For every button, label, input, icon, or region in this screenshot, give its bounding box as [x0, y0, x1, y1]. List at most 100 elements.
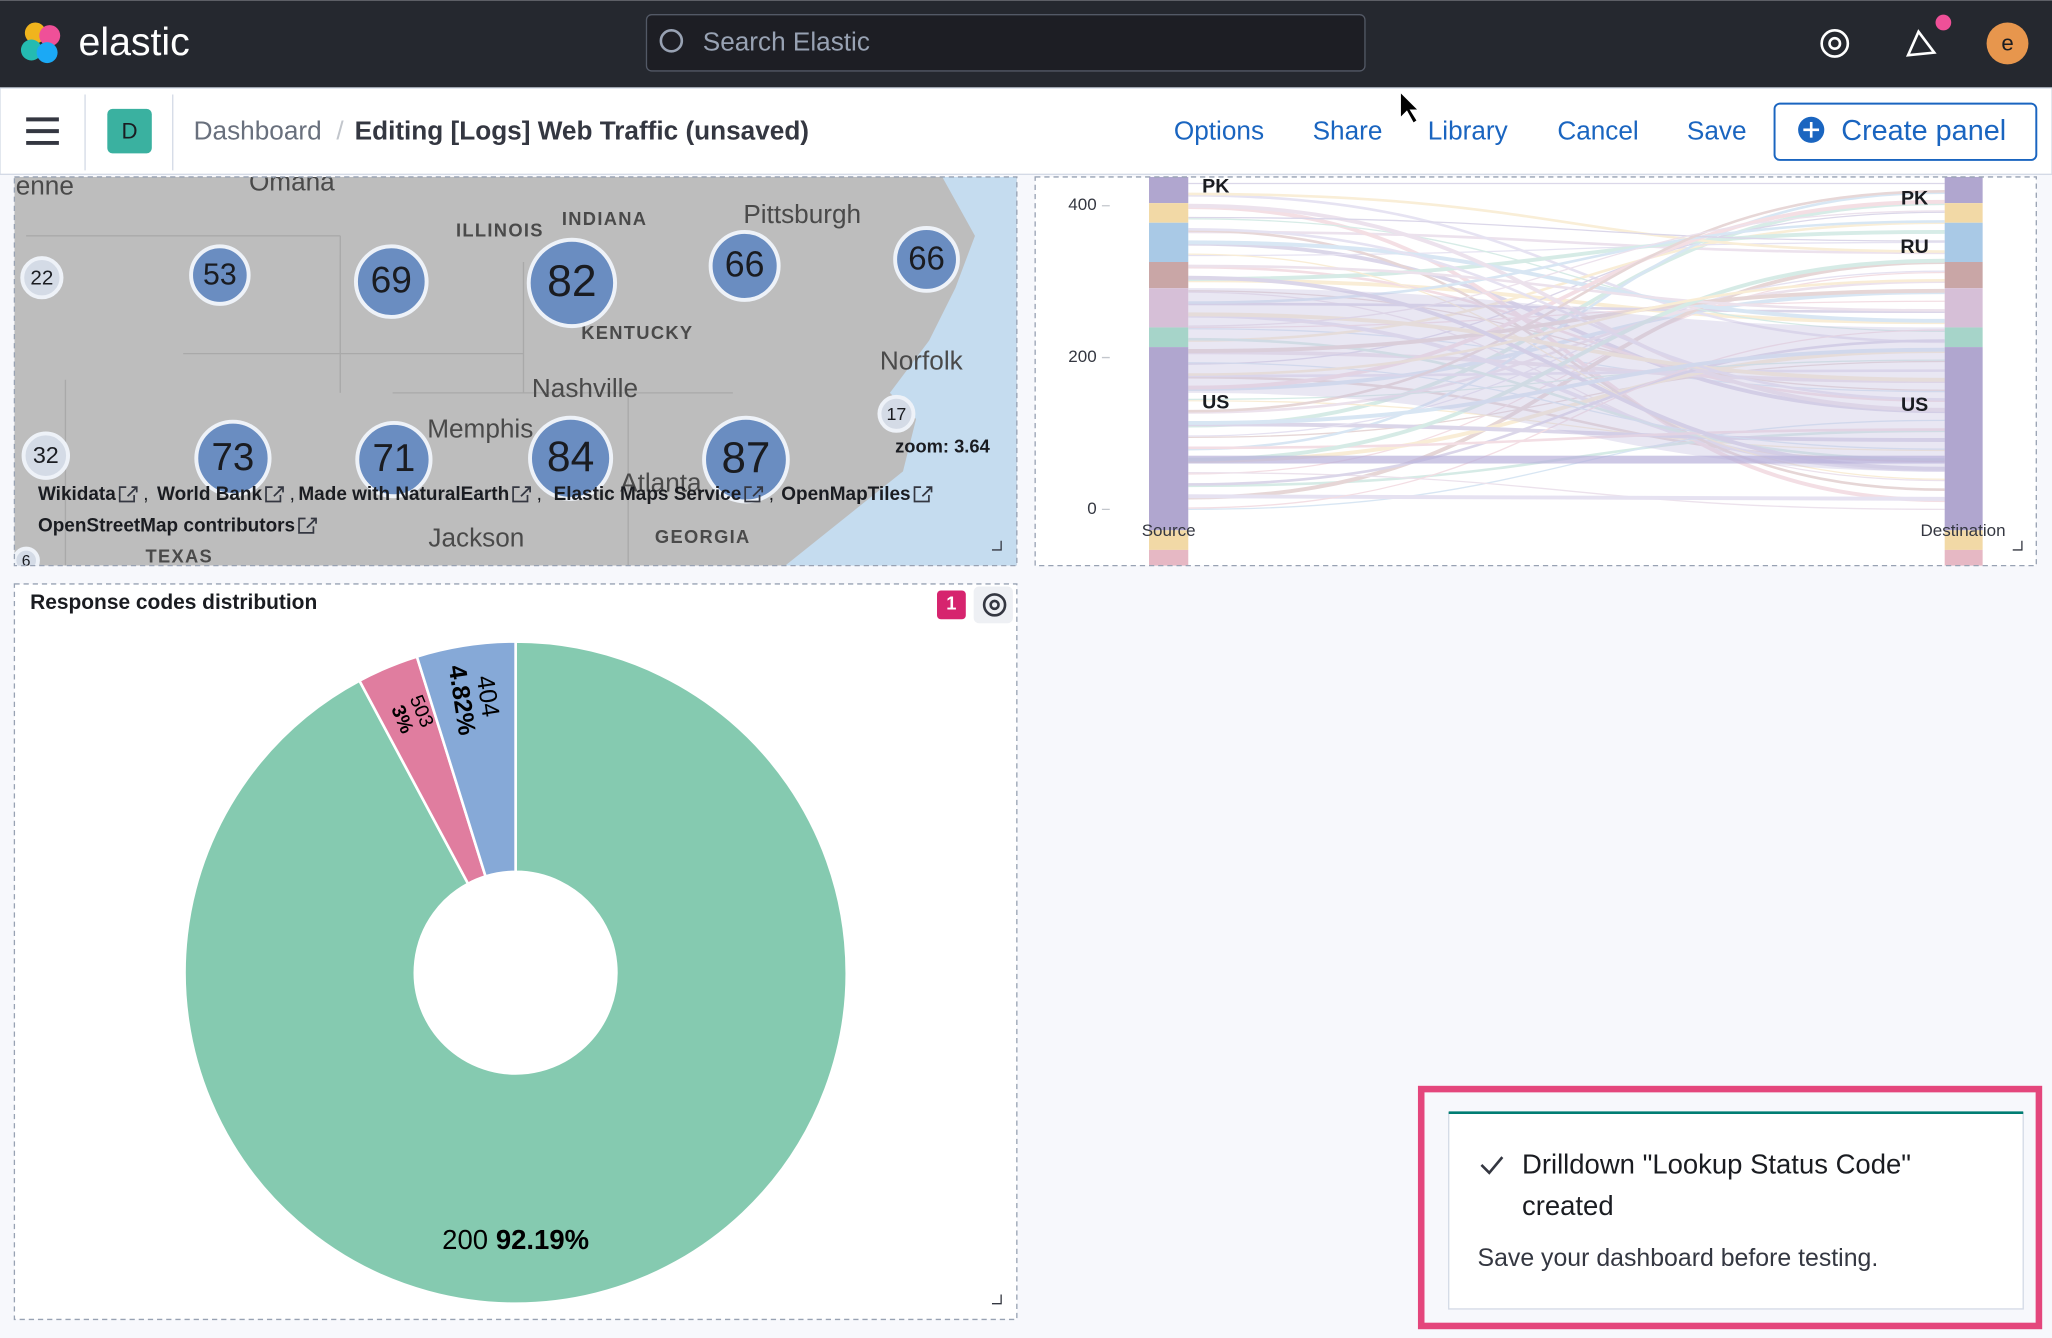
avatar-initial: e — [2001, 31, 2013, 56]
map-border — [13, 176, 1018, 567]
attribution-link[interactable]: World Bank — [157, 484, 262, 505]
pie-slice[interactable] — [415, 640, 517, 879]
flow — [1188, 350, 1945, 384]
logo-text[interactable]: elastic — [79, 20, 190, 64]
panel-title: Response codes distribution — [30, 591, 317, 614]
cluster-count: 82 — [547, 257, 596, 306]
cluster-count: 66 — [908, 239, 945, 276]
cluster-count: 17 — [887, 404, 907, 424]
cluster[interactable] — [355, 421, 433, 499]
toolbar-action[interactable]: Save — [1687, 115, 1747, 145]
flow — [1188, 218, 1945, 333]
flow — [1188, 258, 1945, 462]
flow — [1188, 210, 1945, 327]
create-panel-label: Create panel — [1841, 115, 2006, 147]
resize-handle — [991, 1294, 1002, 1305]
cluster-count: 53 — [203, 258, 237, 291]
flow — [1188, 300, 1945, 329]
attribution-link[interactable]: OpenStreetMap contributors — [38, 515, 295, 536]
cluster[interactable] — [526, 237, 618, 329]
menu-icon[interactable] — [26, 117, 59, 145]
cluster[interactable] — [877, 394, 916, 433]
toolbar-action[interactable]: Library — [1428, 115, 1509, 145]
cluster[interactable] — [708, 229, 781, 302]
separator: , — [143, 484, 148, 505]
toolbar-action[interactable]: Cancel — [1557, 115, 1638, 145]
flow — [1188, 241, 1945, 414]
search-box[interactable] — [645, 14, 1366, 72]
sankey-border — [1034, 176, 2037, 567]
flow — [1188, 455, 1945, 464]
attribution-link[interactable]: Elastic Maps Service — [554, 484, 742, 505]
sankey-node — [1149, 203, 1189, 223]
cluster[interactable] — [528, 415, 614, 501]
breadcrumb-current: Editing [Logs] Web Traffic (unsaved) — [355, 115, 809, 145]
flow — [1188, 260, 1945, 500]
pie-slice[interactable] — [183, 640, 848, 1306]
toast-title-line: created — [1522, 1190, 1614, 1221]
sankey-node — [1944, 347, 1983, 531]
flow — [1188, 359, 1945, 401]
flow — [1188, 278, 1945, 325]
logo-icon[interactable] — [20, 22, 61, 64]
badge-count: 1 — [946, 593, 956, 614]
sankey-node — [1149, 549, 1189, 566]
sankey-node — [1944, 530, 1983, 550]
external-link-icon — [265, 486, 284, 503]
create-panel-button[interactable] — [1773, 102, 2038, 161]
destination-node-label: US — [1901, 394, 1928, 416]
flow — [1188, 288, 1945, 353]
cluster-count: 69 — [371, 259, 412, 301]
sankey-node — [1149, 222, 1189, 263]
toolbar-action[interactable]: Share — [1313, 115, 1383, 145]
attribution-link[interactable]: Wikidata — [38, 484, 116, 505]
pie-chart: 200 92.19%5033%4044.82% — [183, 640, 1002, 1306]
news-icon[interactable] — [1905, 14, 1952, 57]
help-icon[interactable] — [1820, 29, 1850, 58]
sankey-node — [1149, 288, 1189, 328]
breadcrumb[interactable]: Dashboard — [194, 115, 322, 145]
sankey-node — [1944, 288, 1983, 328]
flow — [1188, 419, 1945, 510]
flow — [1188, 203, 1945, 412]
cluster[interactable] — [21, 431, 71, 480]
external-link-icon — [298, 517, 317, 534]
sankey-node — [1944, 176, 1983, 204]
map-place: Jackson — [428, 522, 524, 552]
source-node-label: US — [1202, 392, 1229, 414]
cluster[interactable] — [194, 419, 272, 497]
cluster[interactable] — [14, 546, 40, 573]
map-place: ILLINOIS — [456, 220, 544, 241]
space-avatar[interactable] — [107, 108, 152, 154]
flow — [1188, 339, 1945, 486]
cluster[interactable] — [893, 226, 960, 293]
destination-node-label: PK — [1901, 187, 1928, 209]
cluster[interactable] — [353, 244, 429, 319]
toolbar-action[interactable]: Options — [1174, 115, 1264, 145]
flow — [1188, 328, 1945, 393]
map-place: Atlanta — [620, 467, 702, 497]
slice-label: 200 92.19% — [442, 1224, 589, 1255]
flow — [1188, 400, 1945, 452]
cursor — [1399, 90, 1421, 125]
flow — [1188, 312, 1945, 382]
flow — [1188, 279, 1945, 376]
map-place: KENTUCKY — [581, 322, 693, 343]
map-panel: enne Omaha ILLINOIS INDIANA Pittsburgh KENTUC… — [14, 166, 1017, 573]
badge[interactable] — [937, 590, 966, 620]
external-link-icon — [744, 486, 764, 503]
attribution-link[interactable]: Made with NaturalEarth — [298, 484, 509, 505]
flow — [1188, 360, 1945, 439]
map-place: Omaha — [249, 166, 335, 196]
attribution-link[interactable]: OpenMapTiles — [781, 484, 910, 505]
flow — [1188, 347, 1945, 425]
source-node-label: PK — [1202, 176, 1229, 198]
slice-category: 200 — [442, 1224, 488, 1255]
avatar[interactable] — [1986, 22, 2029, 65]
cluster[interactable] — [189, 244, 251, 306]
cluster[interactable] — [20, 256, 64, 300]
gear-icon[interactable] — [973, 586, 1013, 624]
flows — [1188, 182, 1945, 510]
flow — [1188, 205, 1945, 503]
